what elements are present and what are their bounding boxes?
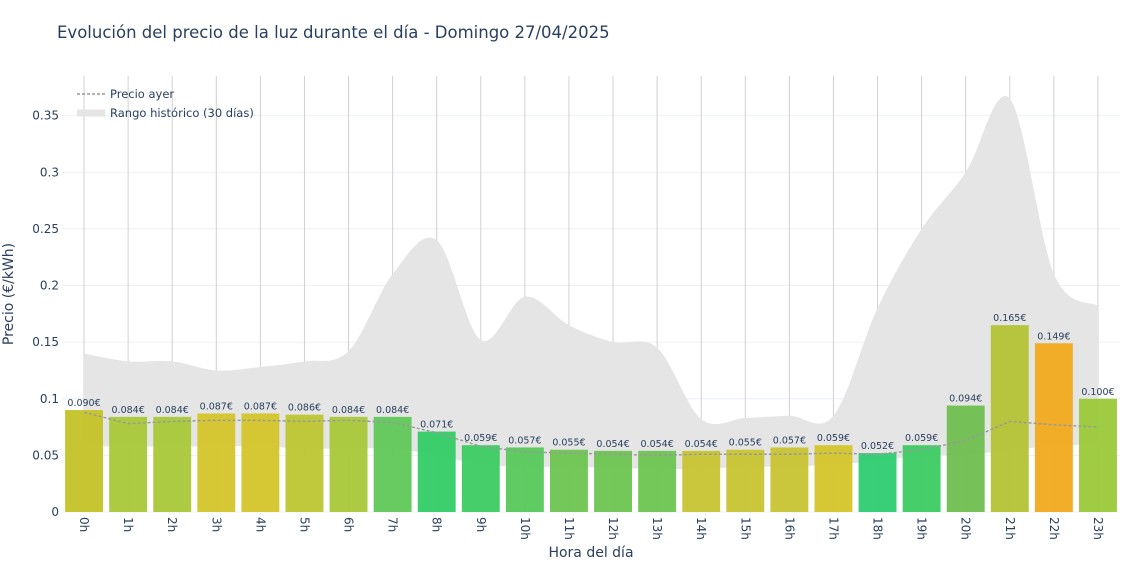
bar-22h [1034, 343, 1073, 512]
x-tick-label-1h: 1h [121, 517, 135, 532]
y-tick-label-0: 0 [51, 505, 59, 519]
bar-11h [550, 449, 588, 512]
bar-13h [638, 450, 677, 512]
bar-value-label-5h: 0.086€ [288, 403, 321, 414]
bar-12h [594, 450, 632, 512]
x-tick-label-15h: 15h [738, 517, 752, 540]
x-tick-label-10h: 10h [518, 517, 532, 540]
bar-value-label-13h: 0.054€ [641, 439, 674, 450]
y-tick-label-7: 0.35 [32, 109, 59, 123]
bar-value-label-14h: 0.054€ [685, 439, 718, 450]
y-tick-label-1: 0.05 [32, 448, 59, 462]
legend-label-history: Rango histórico (30 días) [110, 106, 254, 120]
x-tick-label-17h: 17h [826, 517, 840, 540]
x-axis-ticks: 0h 1h 2h 3h 4h 5h 6h 7h 8h 9h 10h 11h 12h 13h 14h 15h 16… [77, 517, 1105, 540]
y-tick-label-6: 0.3 [40, 165, 59, 179]
x-tick-label-5h: 5h [297, 517, 311, 532]
bar-23h [1079, 398, 1117, 512]
bar-value-label-11h: 0.055€ [552, 438, 585, 449]
x-axis-title: Hora del día [548, 545, 633, 561]
bar-21h [990, 325, 1029, 512]
legend-label-yesterday: Precio ayer [110, 87, 174, 101]
chart-title: Evolución del precio de la luz durante e… [57, 23, 610, 42]
y-axis-ticks: 0 0.05 0.1 0.15 0.2 0.25 0.3 0.35 [32, 109, 59, 519]
bar-14h [682, 450, 721, 512]
bar-value-label-6h: 0.084€ [332, 405, 365, 416]
x-tick-label-13h: 13h [650, 517, 664, 540]
x-tick-label-2h: 2h [165, 517, 179, 532]
legend[interactable]: Precio ayer Rango histórico (30 días) [77, 87, 254, 120]
bar-value-labels: 0.090€ 0.084€ 0.084€ 0.087€ 0.087€ 0.086€ 0.08… [67, 313, 1114, 452]
x-tick-label-11h: 11h [562, 517, 576, 540]
x-tick-label-4h: 4h [253, 517, 267, 532]
y-tick-label-4: 0.2 [40, 279, 59, 293]
bar-19h [902, 445, 941, 512]
bar-value-label-23h: 0.100€ [1081, 387, 1114, 398]
x-tick-label-8h: 8h [430, 517, 444, 532]
x-tick-label-6h: 6h [342, 517, 356, 532]
x-tick-label-20h: 20h [959, 517, 973, 540]
bar-8h [417, 431, 456, 512]
bar-value-label-4h: 0.087€ [244, 401, 277, 412]
bar-value-label-1h: 0.084€ [112, 405, 145, 416]
bar-4h [241, 413, 280, 512]
bar-value-label-22h: 0.149€ [1037, 331, 1070, 342]
bar-value-label-20h: 0.094€ [949, 394, 982, 405]
bar-value-label-7h: 0.084€ [376, 405, 409, 416]
bar-5h [285, 414, 324, 512]
x-tick-label-23h: 23h [1091, 517, 1105, 540]
yesterday-price-line [83, 411, 1098, 457]
x-tick-label-19h: 19h [915, 517, 929, 540]
bar-7h [373, 416, 412, 512]
bar-value-label-0h: 0.090€ [67, 398, 100, 409]
y-tick-label-2: 0.1 [40, 392, 59, 406]
bar-16h [770, 447, 809, 512]
bar-value-label-2h: 0.084€ [156, 405, 189, 416]
bar-6h [329, 416, 368, 512]
bar-value-label-18h: 0.052€ [861, 441, 894, 452]
x-tick-label-12h: 12h [606, 517, 620, 540]
bar-value-label-9h: 0.059€ [464, 433, 497, 444]
bar-10h [505, 447, 544, 512]
x-tick-label-0h: 0h [77, 517, 91, 532]
bar-9h [461, 445, 500, 512]
yesterday-price-polyline [83, 411, 1098, 457]
x-tick-label-9h: 9h [474, 517, 488, 532]
bar-value-label-12h: 0.054€ [596, 439, 629, 450]
historical-range-band [84, 95, 1098, 470]
bar-value-label-10h: 0.057€ [508, 435, 541, 446]
y-tick-label-3: 0.15 [32, 335, 59, 349]
bar-value-label-17h: 0.059€ [817, 433, 850, 444]
y-tick-label-5: 0.25 [32, 222, 59, 236]
bar-20h [946, 405, 985, 512]
bar-0h [65, 410, 103, 512]
bar-2h [153, 416, 192, 512]
x-tick-label-7h: 7h [386, 517, 400, 532]
x-tick-label-21h: 21h [1003, 517, 1017, 540]
bar-value-label-3h: 0.087€ [200, 401, 233, 412]
x-tick-label-18h: 18h [871, 517, 885, 540]
bar-value-label-8h: 0.071€ [420, 420, 453, 431]
bar-value-label-15h: 0.055€ [729, 438, 762, 449]
x-tick-label-3h: 3h [209, 517, 223, 532]
x-tick-label-22h: 22h [1047, 517, 1061, 540]
bar-1h [109, 416, 148, 512]
bar-value-label-21h: 0.165€ [993, 313, 1026, 324]
historical-range-area [84, 95, 1098, 470]
bar-17h [814, 445, 853, 512]
bar-15h [726, 449, 765, 512]
x-tick-label-14h: 14h [694, 517, 708, 540]
bar-18h [858, 453, 897, 512]
bar-value-label-19h: 0.059€ [905, 433, 938, 444]
bar-3h [197, 413, 236, 512]
y-axis-title: Precio (€/kWh) [1, 243, 17, 345]
bars [65, 325, 1117, 512]
bar-value-label-16h: 0.057€ [773, 435, 806, 446]
x-tick-label-16h: 16h [782, 517, 796, 540]
